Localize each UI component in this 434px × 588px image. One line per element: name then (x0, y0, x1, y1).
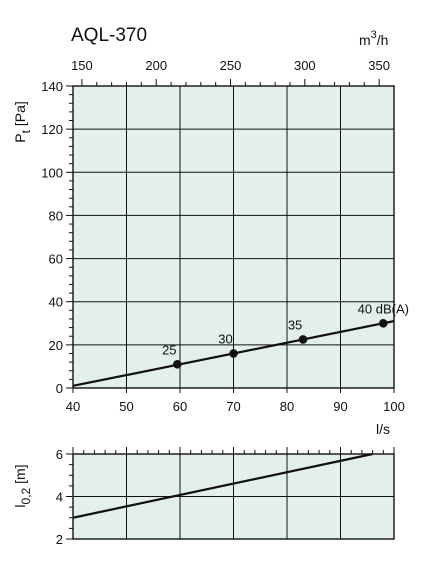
sound-level-point (173, 359, 182, 369)
y-tick-label: 140 (41, 79, 63, 94)
x-tick-label: 40 (66, 399, 80, 414)
throw-line (72, 452, 373, 519)
x-tick-label: 90 (333, 399, 347, 414)
secondary-axis-label: m3/h (359, 29, 388, 48)
y-tick-label: 80 (49, 208, 63, 223)
y-tick-label: 0 (56, 381, 63, 396)
throw-chart: 2 4 6 l0,2 [m] (12, 447, 395, 547)
y-tick-label: 2 (56, 532, 63, 547)
top-tick-label: 150 (71, 58, 93, 73)
sound-level-point (379, 318, 388, 328)
sound-level-point (298, 335, 308, 344)
sound-level-label: 25 (162, 342, 176, 357)
sound-level-point (229, 349, 238, 358)
x-tick-label: 100 (383, 399, 405, 414)
main-chart: 0 20 40 60 80 100 120 140 40 50 60 70 80 90 100 150 200 2… (12, 25, 409, 437)
chart-title: AQL-370 (71, 25, 147, 46)
y-tick-label: 100 (41, 165, 63, 180)
x-tick-label: 60 (173, 399, 187, 414)
top-tick-label: 350 (368, 58, 390, 73)
y-tick-label: 120 (41, 122, 63, 137)
y-tick-label: 20 (49, 338, 63, 353)
x-tick-label: 50 (119, 399, 133, 414)
y-tick-label: 60 (49, 252, 63, 267)
y-tick-label: 6 (56, 447, 63, 462)
x-axis-label: l/s (376, 421, 390, 437)
y-tick-label: 40 (49, 295, 63, 310)
sound-level-label: 30 (218, 331, 232, 346)
y-axis-label: l0,2 [m] (12, 464, 33, 507)
sound-level-label: 35 (288, 317, 302, 332)
x-tick-label: 80 (280, 399, 294, 414)
y-tick-label: 4 (56, 490, 63, 505)
top-tick-label: 200 (145, 58, 167, 73)
top-tick-label: 300 (294, 58, 316, 73)
y-axis-label: Pt [Pa] (12, 101, 33, 142)
sound-level-label: 40 dB(A) (358, 301, 409, 316)
x-tick-label: 70 (226, 399, 240, 414)
top-tick-label: 250 (220, 58, 242, 73)
